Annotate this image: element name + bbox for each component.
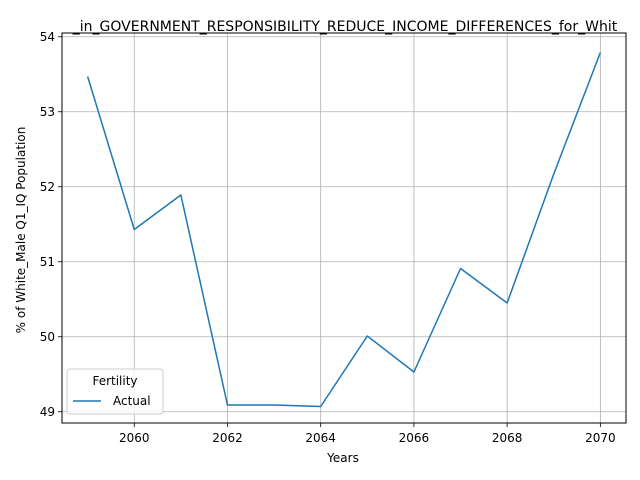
legend-box	[66, 368, 164, 415]
x-tick-label: 2060	[119, 431, 150, 445]
legend: Fertility Actual	[66, 368, 164, 415]
chart-title: _in_GOVERNMENT_RESPONSIBILITY_REDUCE_INC…	[72, 19, 618, 35]
plot-frame	[61, 32, 627, 424]
y-tick-label: 54	[40, 30, 55, 44]
x-tick-label: 2062	[212, 431, 243, 445]
series-layer	[86, 52, 602, 408]
y-tick-label: 51	[40, 255, 55, 269]
legend-title: Fertility	[92, 374, 137, 388]
x-axis-label: Years	[326, 451, 359, 465]
x-tick-label: 2064	[305, 431, 336, 445]
grid	[62, 33, 626, 423]
y-tick-label: 50	[40, 330, 55, 344]
x-tick-label: 2066	[399, 431, 430, 445]
ticks: 2060 2062 2064 2066 2068 2070 49 50 51 52 53 54	[40, 30, 616, 445]
y-tick-label: 53	[40, 105, 55, 119]
series-line-actual	[86, 52, 602, 408]
y-tick-label: 49	[40, 405, 55, 419]
y-tick-label: 52	[40, 180, 55, 194]
x-tick-label: 2068	[492, 431, 523, 445]
legend-label: Actual	[113, 394, 151, 408]
x-tick-label: 2070	[585, 431, 616, 445]
y-axis-label: % of White_Male Q1_IQ Population	[14, 127, 28, 334]
